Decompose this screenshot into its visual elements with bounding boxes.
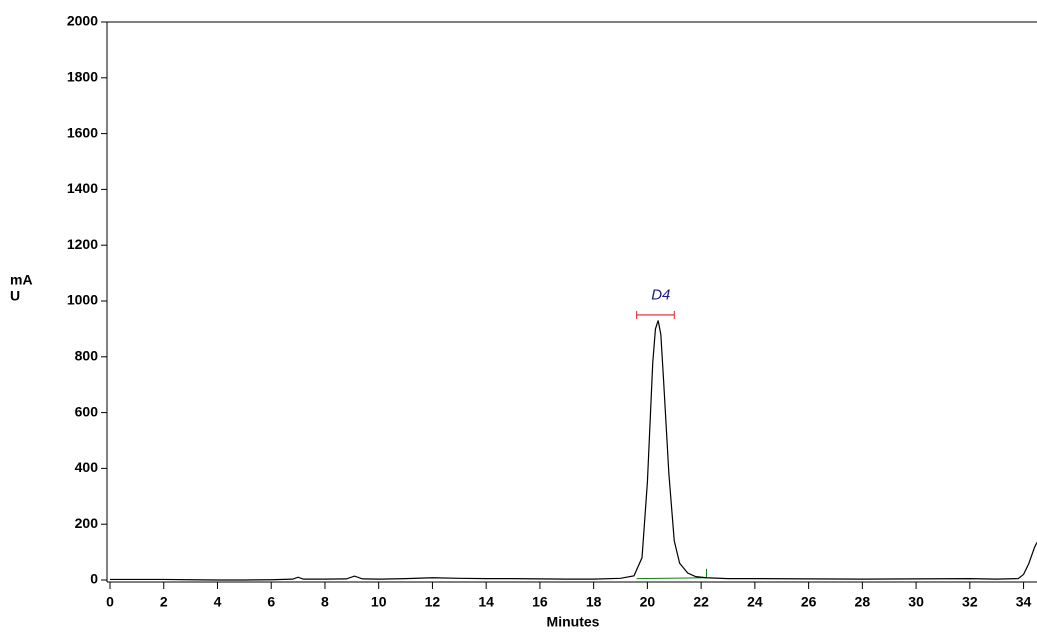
x-tick-label: 18 <box>586 594 602 610</box>
x-tick-label: 10 <box>371 594 387 610</box>
y-tick-label: 200 <box>75 515 99 531</box>
x-tick-label: 8 <box>321 594 329 610</box>
x-tick-label: 22 <box>693 594 709 610</box>
x-tick-label: 16 <box>532 594 548 610</box>
y-tick-label: 400 <box>75 459 99 475</box>
integration-baseline <box>636 577 707 580</box>
y-tick-label: 1000 <box>67 292 98 308</box>
y-axis-label: U <box>10 288 20 304</box>
x-tick-label: 14 <box>478 594 494 610</box>
chromatogram-line <box>110 320 1037 581</box>
x-tick-label: 4 <box>214 594 222 610</box>
y-tick-label: 1800 <box>67 69 98 85</box>
x-axis-label: Minutes <box>547 614 600 630</box>
x-tick-label: 6 <box>267 594 275 610</box>
y-tick-label: 1200 <box>67 236 98 252</box>
x-tick-label: 20 <box>640 594 656 610</box>
x-tick-label: 26 <box>801 594 817 610</box>
x-tick-label: 30 <box>908 594 924 610</box>
x-tick-label: 28 <box>855 594 871 610</box>
y-tick-label: 1600 <box>67 124 98 140</box>
y-tick-label: 0 <box>90 571 98 587</box>
x-tick-label: 24 <box>747 594 763 610</box>
peak-label: D4 <box>651 286 670 303</box>
x-tick-label: 0 <box>106 594 114 610</box>
y-tick-label: 1400 <box>67 180 98 196</box>
y-tick-label: 600 <box>75 403 99 419</box>
y-tick-label: 800 <box>75 348 99 364</box>
x-tick-label: 32 <box>962 594 978 610</box>
y-tick-label: 2000 <box>67 13 98 29</box>
x-tick-label: 34 <box>1016 594 1032 610</box>
x-tick-label: 12 <box>425 594 441 610</box>
x-tick-label: 2 <box>160 594 168 610</box>
y-axis-label: mA <box>10 272 33 288</box>
